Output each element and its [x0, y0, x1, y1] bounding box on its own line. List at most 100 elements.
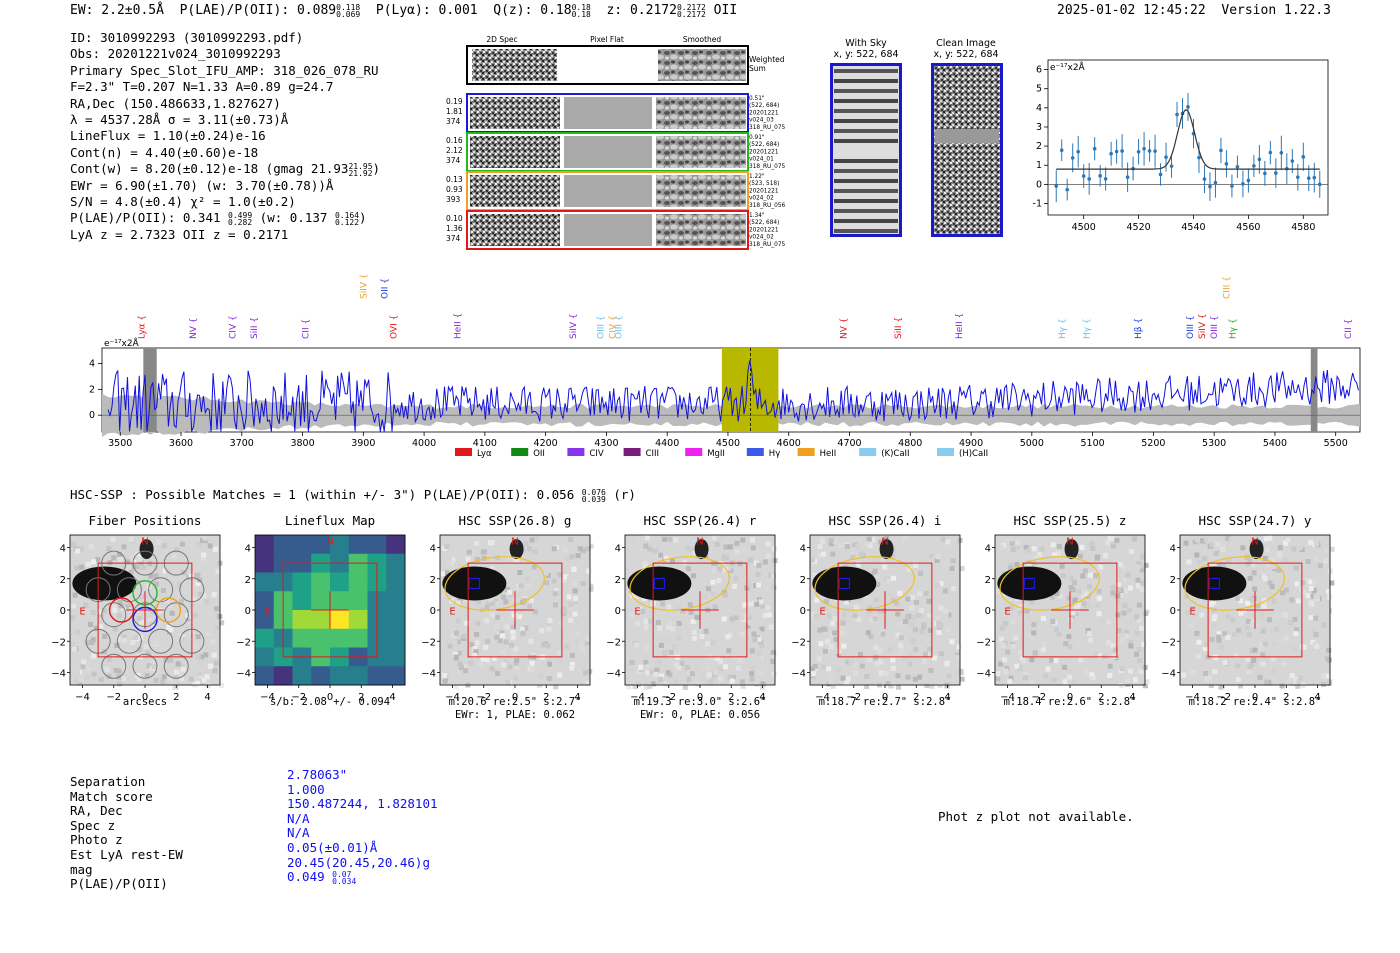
noise-pixel — [1123, 630, 1129, 636]
sky-stripe — [834, 179, 898, 183]
noise-pixel — [1102, 553, 1108, 559]
spectral-line-label: Lyα { — [138, 315, 148, 339]
noise-pixel — [197, 598, 203, 604]
noise-pixel — [1195, 653, 1201, 659]
noise-pixel — [563, 547, 569, 553]
weighted-sum-2d — [472, 49, 557, 81]
zoom-point — [1301, 155, 1306, 159]
noise-pixel — [134, 564, 140, 570]
spectral-line-text: Lyα { — [138, 315, 148, 339]
noise-pixel — [1186, 559, 1192, 565]
noise-pixel — [147, 561, 153, 567]
noise-pixel — [468, 660, 474, 666]
noise-pixel — [756, 630, 762, 636]
panel-xtick-label: 2 — [543, 692, 549, 703]
noise-pixel — [1264, 547, 1270, 553]
zoom-point — [1208, 184, 1212, 189]
plae-lo: 0.282 — [228, 217, 253, 227]
noise-pixel — [1119, 637, 1125, 643]
noise-pixel — [706, 672, 712, 678]
zoom-point — [1164, 155, 1168, 159]
cutout-right-label: 318_RU_075 — [749, 125, 786, 131]
noise-pixel — [875, 581, 881, 587]
noise-pixel — [836, 667, 842, 673]
noise-pixel — [1031, 622, 1037, 628]
noise-pixel — [1036, 551, 1042, 557]
panel-ytick-label: −2 — [791, 637, 806, 648]
noise-pixel — [727, 607, 733, 613]
lineflux-cell — [255, 628, 275, 648]
noise-pixel — [875, 573, 881, 579]
lineflux-cell — [292, 591, 312, 611]
noise-pixel — [1128, 643, 1134, 649]
zoom-point — [1081, 174, 1086, 178]
noise-pixel — [1093, 573, 1099, 579]
legend-swatch — [859, 448, 877, 456]
noise-pixel — [902, 655, 908, 661]
noise-pixel — [1260, 652, 1266, 658]
spectrum-xtick-label: 4100 — [473, 438, 497, 449]
lineflux-cell — [292, 610, 312, 630]
companion-blob — [509, 539, 524, 560]
noise-pixel — [110, 536, 116, 542]
search-box — [282, 562, 378, 658]
spectrum-xtick-label: 5200 — [1141, 438, 1165, 449]
noise-pixel — [178, 670, 184, 676]
noise-pixel — [644, 644, 650, 650]
noise-pixel — [209, 627, 215, 633]
noise-pixel — [1202, 556, 1208, 562]
noise-pixel — [817, 544, 823, 550]
noise-pixel — [152, 639, 158, 645]
noise-pixel — [212, 668, 218, 674]
noise-pixel — [942, 588, 948, 594]
cutout-left-label: 374 — [446, 234, 461, 243]
noise-pixel — [917, 591, 923, 597]
panel-xtick-label: −2 — [1031, 692, 1046, 703]
noise-pixel — [747, 557, 753, 563]
spectral-line-text: SiIV { — [1198, 313, 1208, 339]
noise-pixel — [1122, 603, 1128, 609]
noise-pixel — [1010, 643, 1016, 649]
noise-pixel — [934, 557, 940, 563]
east-label: E — [264, 607, 270, 618]
north-label: N — [511, 536, 518, 547]
match-marker — [1023, 577, 1035, 590]
noise-pixel — [895, 611, 901, 617]
noise-pixel — [136, 647, 142, 653]
noise-pixel — [1031, 546, 1037, 552]
spectral-line-text: HeII { — [955, 313, 965, 339]
noise-pixel — [876, 608, 882, 614]
panel-ytick-label: 0 — [60, 606, 66, 617]
noise-pixel — [855, 561, 861, 567]
noise-pixel — [682, 684, 688, 690]
noise-pixel — [949, 565, 955, 571]
noise-pixel — [110, 616, 116, 622]
noise-pixel — [959, 676, 965, 682]
lineflux-cell — [255, 610, 275, 630]
noise-pixel — [528, 638, 534, 644]
panel-xtick-label: −4 — [1185, 692, 1200, 703]
noise-pixel — [1075, 641, 1081, 647]
noise-pixel — [1088, 572, 1094, 578]
spectral-line-label: SiII { — [250, 317, 260, 339]
lineflux-cell — [273, 666, 293, 686]
spectrum-unit: e⁻¹⁷x2Å — [104, 337, 140, 349]
noise-pixel — [457, 661, 463, 667]
panel-ytick-label: 0 — [430, 606, 436, 617]
noise-pixel — [670, 626, 676, 632]
panel-xtick-label: 4 — [944, 692, 950, 703]
noise-pixel — [1297, 545, 1303, 551]
noise-pixel — [873, 644, 879, 650]
noise-pixel — [1110, 584, 1116, 590]
noise-pixel — [1276, 567, 1282, 573]
noise-pixel — [98, 612, 104, 618]
noise-pixel — [517, 608, 523, 614]
noise-pixel — [145, 651, 151, 657]
noise-pixel — [561, 577, 567, 583]
zoom-point — [1312, 175, 1317, 180]
noise-pixel — [1136, 646, 1142, 652]
spectra-cutouts: 2D Spec Pixel Flat Smoothed Weighted Sum… — [446, 35, 786, 250]
noise-pixel — [498, 616, 504, 622]
zoom-xtick-label: 4500 — [1072, 222, 1096, 233]
noise-pixel — [1262, 556, 1268, 562]
